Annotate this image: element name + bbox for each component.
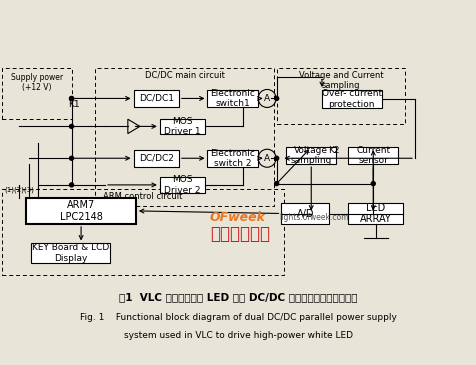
Text: KEY Board & LCD
Display: KEY Board & LCD Display bbox=[32, 243, 109, 263]
Text: DC/DC1: DC/DC1 bbox=[139, 94, 173, 103]
Text: system used in VLC to drive high-power white LED: system used in VLC to drive high-power w… bbox=[124, 330, 352, 339]
Text: lights.ofweek.com: lights.ofweek.com bbox=[278, 213, 348, 222]
Bar bbox=[2, 189, 283, 274]
Text: Electronic
switch1: Electronic switch1 bbox=[209, 89, 255, 108]
Text: K1: K1 bbox=[68, 100, 79, 109]
Bar bbox=[95, 68, 274, 206]
Text: ARM7
LPC2148: ARM7 LPC2148 bbox=[60, 200, 102, 222]
Bar bbox=[281, 203, 328, 224]
Circle shape bbox=[69, 96, 73, 100]
Text: 半导体照明网: 半导体照明网 bbox=[209, 225, 269, 243]
Bar bbox=[133, 90, 178, 107]
Text: DC/DC main circuit: DC/DC main circuit bbox=[145, 71, 224, 80]
Bar bbox=[276, 68, 405, 124]
Text: Supply power
(+12 V): Supply power (+12 V) bbox=[11, 73, 63, 92]
Circle shape bbox=[274, 156, 278, 160]
Circle shape bbox=[274, 96, 278, 100]
Text: Voltage
sampling: Voltage sampling bbox=[290, 146, 331, 165]
Bar bbox=[207, 90, 257, 107]
Text: (1)(2)(3): (1)(2)(3) bbox=[5, 186, 35, 193]
Bar bbox=[347, 147, 397, 164]
Bar bbox=[347, 203, 402, 224]
Bar bbox=[31, 243, 109, 263]
Text: Electronic
switch 2: Electronic switch 2 bbox=[209, 149, 255, 168]
Bar bbox=[207, 150, 257, 167]
Circle shape bbox=[69, 156, 73, 160]
Text: A: A bbox=[264, 154, 269, 163]
Text: LED
ARRAY: LED ARRAY bbox=[359, 203, 391, 224]
Bar bbox=[286, 147, 336, 164]
Text: MOS
Driver 2: MOS Driver 2 bbox=[164, 175, 200, 195]
Bar bbox=[26, 198, 136, 224]
Circle shape bbox=[69, 124, 73, 128]
Circle shape bbox=[69, 97, 73, 101]
Text: MOS
Driver 1: MOS Driver 1 bbox=[164, 117, 200, 136]
Text: OFweek: OFweek bbox=[209, 211, 265, 224]
Bar bbox=[2, 68, 71, 119]
Text: Over- current
protection: Over- current protection bbox=[321, 89, 381, 109]
Text: Voltage and Current
sampling: Voltage and Current sampling bbox=[298, 71, 383, 90]
Text: A/D: A/D bbox=[296, 208, 313, 219]
Circle shape bbox=[370, 182, 375, 185]
Circle shape bbox=[274, 182, 278, 185]
Text: Fig. 1    Functional block diagram of dual DC/DC parallel power supply: Fig. 1 Functional block diagram of dual … bbox=[80, 312, 396, 322]
Bar bbox=[159, 177, 205, 193]
Text: K2: K2 bbox=[327, 146, 339, 155]
Text: 图1  VLC 用大功率白光 LED 的双 DC/DC 并联供电系统的原理框图: 图1 VLC 用大功率白光 LED 的双 DC/DC 并联供电系统的原理框图 bbox=[119, 292, 357, 302]
Bar bbox=[133, 150, 178, 167]
Text: A: A bbox=[264, 94, 269, 103]
Text: ARM control circuit: ARM control circuit bbox=[103, 192, 182, 201]
Bar bbox=[321, 90, 381, 108]
Text: Current
sensor: Current sensor bbox=[356, 146, 389, 165]
Text: DC/DC2: DC/DC2 bbox=[139, 154, 173, 163]
Circle shape bbox=[69, 183, 73, 187]
Bar bbox=[159, 119, 205, 134]
